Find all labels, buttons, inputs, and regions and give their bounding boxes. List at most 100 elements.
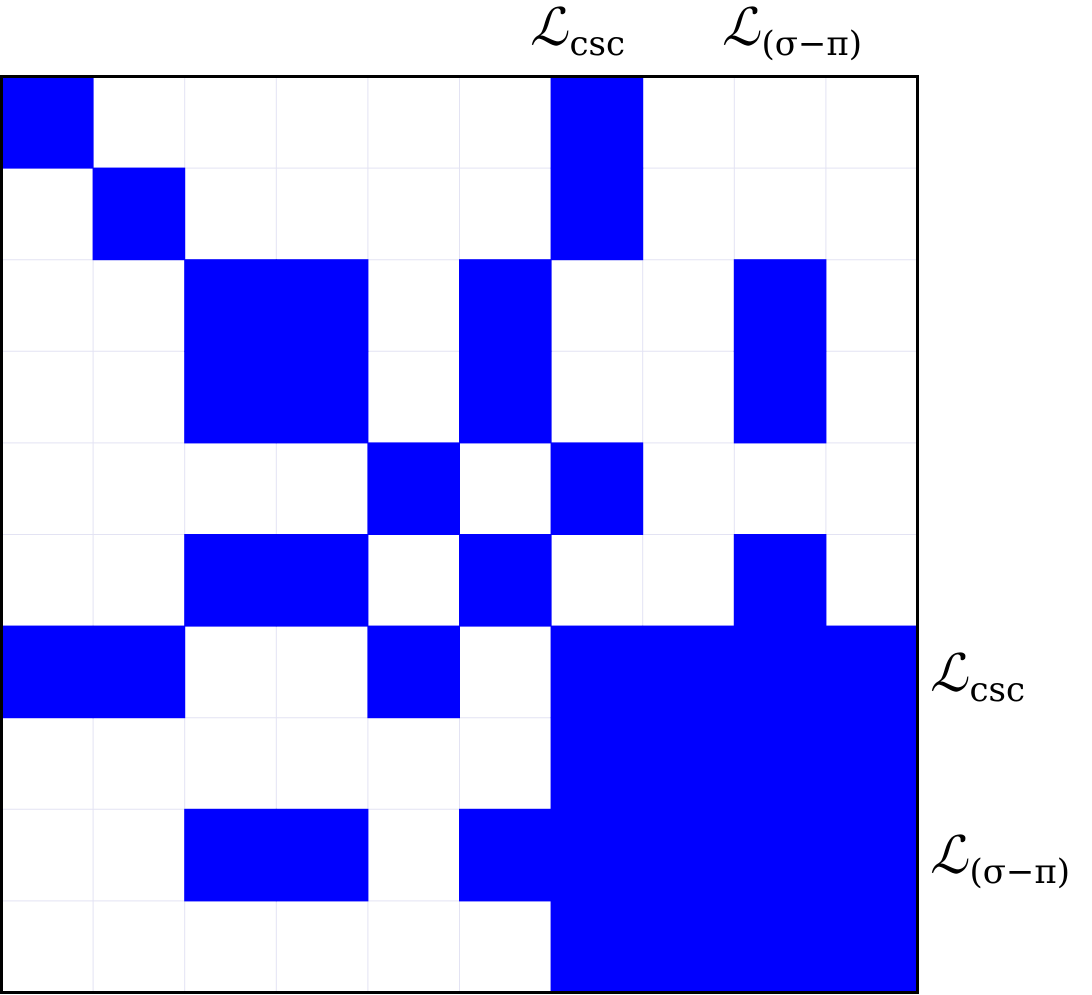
filled-cell-r5-c2: [184, 534, 277, 627]
matrix-cell-r3-c9: [825, 351, 918, 443]
matrix-cell-r7-c0: [1, 717, 94, 810]
matrix-cell-r4-c1: [93, 442, 185, 535]
matrix-cell-r3-c4: [367, 351, 460, 443]
matrix-cell-r2-c4: [367, 259, 460, 352]
filled-cell-r2-c2: [184, 259, 277, 352]
matrix-cell-r0-c1: [93, 76, 185, 169]
matrix-cell-r7-c2: [184, 717, 277, 810]
matrix-cell-r1-c9: [825, 168, 918, 260]
filled-cell-r9-c9: [825, 900, 918, 993]
matrix-cell-r0-c4: [367, 76, 460, 169]
matrix-cell-r4-c0: [1, 442, 94, 535]
filled-cell-r6-c4: [367, 625, 460, 719]
filled-cell-r7-c6: [550, 717, 644, 810]
filled-cell-r7-c8: [733, 717, 827, 810]
matrix-cell-r5-c7: [642, 534, 735, 627]
filled-cell-r2-c3: [275, 259, 369, 352]
filled-cell-r6-c7: [642, 625, 735, 719]
filled-cell-r6-c8: [733, 625, 827, 719]
matrix-cell-r8-c0: [1, 809, 94, 901]
matrix-cell-r5-c0: [1, 534, 94, 627]
matrix-cell-r5-c9: [825, 534, 918, 627]
filled-cell-r4-c6: [550, 442, 644, 535]
matrix-cell-r2-c6: [551, 259, 643, 352]
matrix-cell-r4-c9: [825, 442, 918, 535]
filled-cell-r2-c5: [459, 259, 552, 352]
filled-cell-r4-c4: [367, 442, 460, 535]
matrix-cell-r0-c5: [459, 76, 552, 169]
filled-cell-r7-c7: [642, 717, 735, 810]
label-symbol: ℒ: [930, 644, 968, 704]
matrix-cells: [1, 76, 919, 994]
matrix-cell-r4-c8: [734, 442, 826, 535]
matrix-cell-r9-c1: [93, 900, 185, 993]
matrix-cell-r6-c2: [184, 626, 277, 718]
filled-cell-r8-c6: [550, 808, 644, 902]
matrix-cell-r9-c2: [184, 900, 277, 993]
matrix-cell-r2-c9: [825, 259, 918, 352]
filled-cell-r3-c8: [733, 350, 827, 444]
matrix-cell-r4-c7: [642, 442, 735, 535]
matrix-cell-r3-c0: [1, 351, 94, 443]
filled-cell-r0-c6: [550, 76, 644, 169]
filled-cell-r5-c3: [275, 534, 369, 627]
filled-cell-r3-c3: [275, 350, 369, 444]
matrix-cell-r9-c0: [1, 900, 94, 993]
filled-cell-r8-c2: [184, 808, 277, 902]
filled-cell-r5-c5: [459, 534, 552, 627]
matrix-cell-r5-c1: [93, 534, 185, 627]
top-label-csc: ℒcsc: [530, 2, 625, 61]
matrix-cell-r8-c4: [367, 809, 460, 901]
matrix-cell-r0-c7: [642, 76, 735, 169]
matrix-cell-r5-c4: [367, 534, 460, 627]
matrix-cell-r3-c1: [93, 351, 185, 443]
matrix-cell-r8-c1: [93, 809, 185, 901]
filled-cell-r6-c9: [825, 625, 918, 719]
label-subscript: (σ−π): [969, 852, 1071, 892]
right-label-csc: ℒcsc: [930, 648, 1025, 707]
label-symbol: ℒ: [930, 826, 968, 886]
filled-cell-r0-c0: [1, 76, 94, 169]
filled-cell-r1-c1: [92, 167, 186, 261]
matrix-cell-r2-c1: [93, 259, 185, 352]
matrix-cell-r1-c0: [1, 168, 94, 260]
matrix-cell-r5-c6: [551, 534, 643, 627]
filled-cell-r1-c6: [550, 167, 644, 261]
matrix-cell-r9-c4: [367, 900, 460, 993]
matrix-cell-r9-c3: [276, 900, 368, 993]
matrix-cell-r1-c4: [367, 168, 460, 260]
label-symbol: ℒ: [530, 0, 568, 58]
matrix-cell-r0-c8: [734, 76, 826, 169]
matrix-cell-r6-c3: [276, 626, 368, 718]
matrix-cell-r7-c4: [367, 717, 460, 810]
filled-cells-overlay: [1, 76, 918, 993]
matrix-frame: [0, 75, 919, 994]
matrix-cell-r7-c1: [93, 717, 185, 810]
matrix-cell-r4-c5: [459, 442, 552, 535]
matrix-cell-r1-c3: [276, 168, 368, 260]
right-label-sigma-pi: ℒ(σ−π): [930, 830, 1070, 889]
filled-cell-r8-c3: [275, 808, 369, 902]
filled-cell-r7-c9: [825, 717, 918, 810]
matrix-cell-r1-c8: [734, 168, 826, 260]
filled-cell-r6-c0: [1, 625, 94, 719]
label-subscript: csc: [969, 670, 1025, 710]
filled-cell-r3-c2: [184, 350, 277, 444]
filled-cell-r8-c8: [733, 808, 827, 902]
matrix-cell-r1-c2: [184, 168, 277, 260]
filled-cell-r2-c8: [733, 259, 827, 352]
matrix-cell-r4-c2: [184, 442, 277, 535]
matrix-cell-r2-c0: [1, 259, 94, 352]
matrix-cell-r7-c3: [276, 717, 368, 810]
matrix-cell-r9-c5: [459, 900, 552, 993]
filled-cell-r5-c8: [733, 534, 827, 627]
filled-cell-r3-c5: [459, 350, 552, 444]
filled-cell-r6-c1: [92, 625, 186, 719]
filled-cell-r8-c9: [825, 808, 918, 902]
matrix-cell-r1-c5: [459, 168, 552, 260]
matrix-cell-r0-c2: [184, 76, 277, 169]
matrix-cell-r0-c9: [825, 76, 918, 169]
filled-cell-r8-c5: [459, 808, 552, 902]
filled-cell-r8-c7: [642, 808, 735, 902]
